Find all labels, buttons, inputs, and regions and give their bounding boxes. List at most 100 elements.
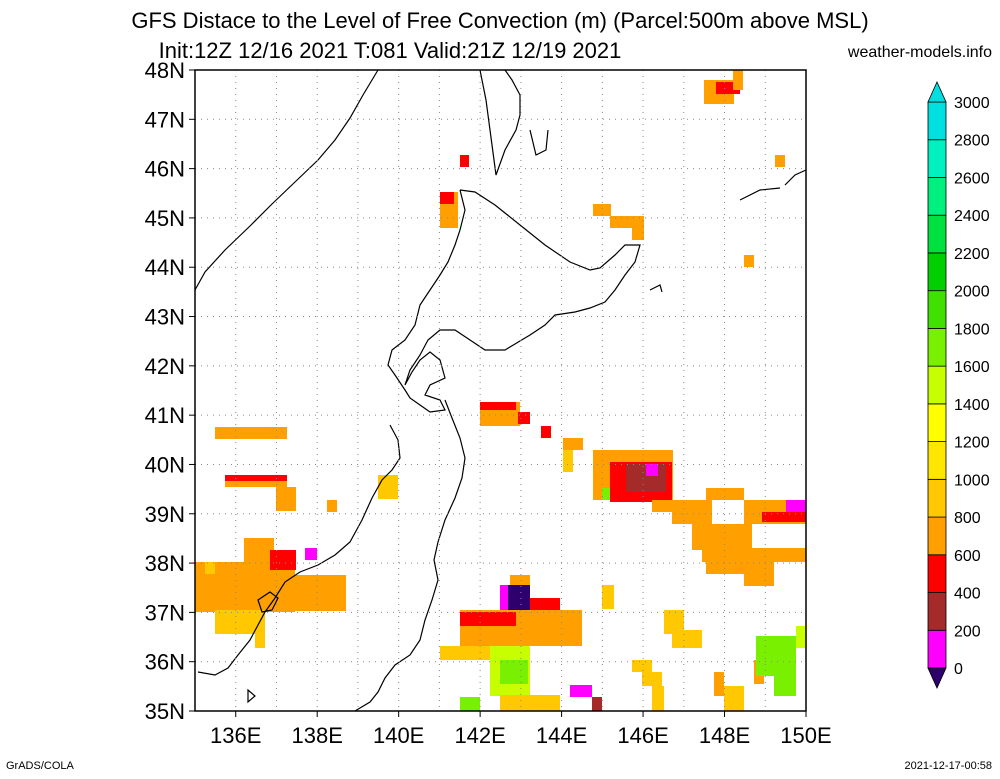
patch xyxy=(500,660,528,684)
lat-tick-label: 35N xyxy=(145,699,185,724)
chart-subtitle: Init:12Z 12/16 2021 T:081 Valid:21Z 12/1… xyxy=(158,38,622,63)
lat-tick-label: 41N xyxy=(145,403,185,428)
patch xyxy=(518,412,530,424)
colorbar-label: 600 xyxy=(954,548,981,565)
colorbar-label: 400 xyxy=(954,586,981,603)
colorbar-segment xyxy=(927,177,947,216)
patch xyxy=(692,524,752,550)
lat-tick-label: 44N xyxy=(145,255,185,280)
colorbar-segment xyxy=(927,441,947,480)
patch xyxy=(672,630,702,648)
lat-tick-label: 39N xyxy=(145,502,185,527)
colorbar-label: 1400 xyxy=(954,397,990,414)
lat-tick-label: 38N xyxy=(145,551,185,576)
colorbar-label: 2600 xyxy=(954,170,990,187)
colorbar-segment xyxy=(927,252,947,292)
patch xyxy=(440,646,502,660)
patch xyxy=(652,686,664,711)
lat-axis: 48N 47N 46N 45N 44N 43N 42N 41N 40N 39N 38N 37N 36N 3… xyxy=(145,58,195,724)
patch xyxy=(646,464,658,476)
lon-tick-label: 136E xyxy=(210,723,261,748)
patch xyxy=(244,538,274,568)
patch xyxy=(602,585,614,609)
lat-tick-label: 48N xyxy=(145,58,185,83)
patch xyxy=(530,598,560,612)
lon-axis: 136E 138E 140E 142E 144E 146E 148E 150E xyxy=(210,711,832,748)
patch xyxy=(702,548,806,562)
patch xyxy=(541,426,551,438)
patch xyxy=(255,630,265,648)
footer-software: GrADS/COLA xyxy=(6,760,74,772)
patch xyxy=(672,500,712,524)
colorbar-segment xyxy=(927,101,947,141)
lat-tick-label: 43N xyxy=(145,305,185,330)
patch xyxy=(602,488,610,500)
honshu-east-coast xyxy=(354,399,466,712)
patch xyxy=(774,660,796,696)
patch xyxy=(706,560,774,574)
colorbar-label: 0 xyxy=(954,661,963,678)
hokkaido-coast xyxy=(387,189,641,413)
colorbar-label: 2800 xyxy=(954,133,990,150)
colorbar-segment xyxy=(927,592,947,631)
island-coast xyxy=(247,688,256,704)
patch xyxy=(440,192,454,204)
patch xyxy=(563,438,583,450)
grid-lines xyxy=(195,70,806,711)
patch xyxy=(460,612,516,626)
sado-coast xyxy=(257,591,279,613)
lfc-field xyxy=(195,70,806,711)
colorbar-label: 1600 xyxy=(954,359,990,376)
sakhalin-south-coast xyxy=(529,129,549,156)
colorbar-segment xyxy=(927,629,947,669)
patch xyxy=(706,488,744,500)
colorbar-label: 1200 xyxy=(954,435,990,452)
patch xyxy=(762,512,806,522)
colorbar-label: 200 xyxy=(954,623,981,640)
kuril-coast-3 xyxy=(784,169,807,186)
colorbar-segment xyxy=(927,327,947,367)
colorbar-label: 2200 xyxy=(954,246,990,263)
colorbar-label: 2400 xyxy=(954,208,990,225)
patch xyxy=(592,697,602,711)
lon-tick-label: 144E xyxy=(536,723,587,748)
patch xyxy=(786,500,806,512)
patch xyxy=(724,686,744,711)
chart-title: GFS Distace to the Level of Free Convect… xyxy=(131,8,869,33)
patch xyxy=(460,155,469,167)
footer-timestamp: 2021-12-17-00:58 xyxy=(904,760,992,772)
lon-tick-label: 146E xyxy=(617,723,668,748)
lat-tick-label: 40N xyxy=(145,452,185,477)
patch xyxy=(378,475,398,499)
lat-tick-label: 42N xyxy=(145,354,185,379)
lon-tick-label: 150E xyxy=(780,723,831,748)
lon-tick-label: 142E xyxy=(454,723,505,748)
patch xyxy=(480,402,516,410)
patch xyxy=(642,672,662,686)
lon-tick-label: 148E xyxy=(699,723,750,748)
patch xyxy=(744,255,754,267)
colorbar-label: 3000 xyxy=(954,95,990,112)
patch xyxy=(225,475,287,481)
patch xyxy=(796,626,806,648)
lat-tick-label: 46N xyxy=(145,157,185,182)
patch xyxy=(563,450,573,472)
colorbar-segment xyxy=(927,214,947,254)
patch xyxy=(664,610,684,634)
patch xyxy=(570,685,592,697)
patch xyxy=(215,427,287,439)
lat-tick-label: 47N xyxy=(145,107,185,132)
colorbar-min-arrow xyxy=(927,667,947,689)
patch xyxy=(593,204,611,216)
patch xyxy=(290,575,346,611)
map-frame xyxy=(194,69,807,712)
patch xyxy=(632,660,652,672)
colorbar: 0 200 400 600 800 1000 1200 1400 1600 1800 2000 220… xyxy=(927,81,990,689)
colorbar-max-arrow xyxy=(927,81,947,103)
patch xyxy=(500,695,560,711)
patch xyxy=(733,70,743,90)
site-label: weather-models.info xyxy=(847,44,992,61)
honshu-west-coast xyxy=(197,424,401,676)
colorbar-segment xyxy=(927,365,947,405)
